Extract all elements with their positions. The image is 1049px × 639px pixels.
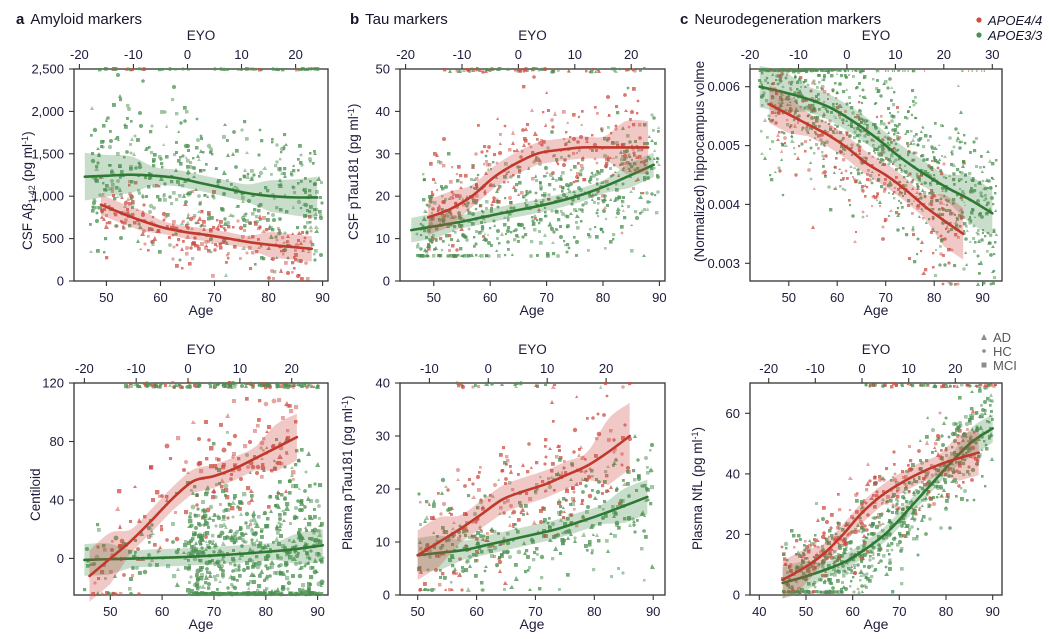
- svg-text:EYO: EYO: [187, 342, 216, 357]
- svg-text:10: 10: [888, 47, 902, 62]
- svg-text:40: 40: [726, 466, 740, 481]
- svg-text:0: 0: [57, 274, 64, 289]
- svg-text:EYO: EYO: [187, 28, 216, 43]
- svg-text:40: 40: [50, 493, 64, 508]
- svg-text:-10: -10: [127, 361, 146, 376]
- svg-text:10: 10: [901, 361, 915, 376]
- svg-text:10: 10: [376, 535, 390, 550]
- svg-text:50: 50: [376, 62, 390, 77]
- svg-text:-10: -10: [124, 47, 143, 62]
- svg-text:0: 0: [515, 47, 522, 62]
- svg-text:60: 60: [469, 604, 483, 619]
- svg-text:30: 30: [985, 47, 999, 62]
- svg-text:40: 40: [376, 104, 390, 119]
- svg-text:2,500: 2,500: [31, 62, 64, 77]
- svg-text:-10: -10: [420, 361, 439, 376]
- svg-text:90: 90: [652, 290, 666, 305]
- svg-text:EYO: EYO: [862, 28, 891, 43]
- svg-text:10: 10: [234, 47, 248, 62]
- svg-text:0.003: 0.003: [707, 256, 740, 271]
- svg-text:0: 0: [383, 588, 390, 603]
- svg-text:80: 80: [261, 290, 275, 305]
- svg-text:-20: -20: [75, 361, 94, 376]
- svg-text:60: 60: [845, 604, 859, 619]
- svg-text:50: 50: [103, 604, 117, 619]
- svg-text:0: 0: [383, 274, 390, 289]
- svg-text:50: 50: [99, 290, 113, 305]
- svg-text:0: 0: [184, 47, 191, 62]
- svg-text:1,500: 1,500: [31, 146, 64, 161]
- svg-text:-10: -10: [453, 47, 472, 62]
- svg-text:70: 70: [207, 290, 221, 305]
- svg-text:20: 20: [376, 189, 390, 204]
- svg-text:90: 90: [975, 290, 989, 305]
- svg-text:10: 10: [376, 231, 390, 246]
- svg-text:60: 60: [830, 290, 844, 305]
- svg-text:0: 0: [485, 361, 492, 376]
- svg-text:30: 30: [376, 146, 390, 161]
- svg-text:20: 20: [948, 361, 962, 376]
- svg-text:EYO: EYO: [518, 342, 547, 357]
- svg-text:40: 40: [752, 604, 766, 619]
- svg-text:30: 30: [376, 429, 390, 444]
- svg-text:50: 50: [427, 290, 441, 305]
- svg-text:500: 500: [42, 231, 64, 246]
- svg-text:80: 80: [50, 434, 64, 449]
- svg-text:70: 70: [528, 604, 542, 619]
- svg-text:1,000: 1,000: [31, 189, 64, 204]
- svg-text:EYO: EYO: [862, 342, 891, 357]
- svg-text:70: 70: [892, 604, 906, 619]
- svg-text:-20: -20: [759, 361, 778, 376]
- svg-text:20: 20: [376, 482, 390, 497]
- svg-text:70: 70: [207, 604, 221, 619]
- svg-text:120: 120: [42, 376, 64, 391]
- svg-text:0.004: 0.004: [707, 197, 740, 212]
- svg-text:20: 20: [937, 47, 951, 62]
- svg-text:0: 0: [733, 588, 740, 603]
- svg-text:60: 60: [726, 406, 740, 421]
- svg-text:50: 50: [410, 604, 424, 619]
- svg-text:60: 60: [153, 290, 167, 305]
- svg-text:20: 20: [284, 361, 298, 376]
- svg-text:80: 80: [927, 290, 941, 305]
- svg-text:0.006: 0.006: [707, 79, 740, 94]
- svg-text:80: 80: [587, 604, 601, 619]
- svg-text:-10: -10: [789, 47, 808, 62]
- svg-text:90: 90: [315, 290, 329, 305]
- svg-text:10: 10: [540, 361, 554, 376]
- svg-text:60: 60: [155, 604, 169, 619]
- svg-text:-20: -20: [741, 47, 760, 62]
- svg-text:40: 40: [376, 376, 390, 391]
- svg-text:EYO: EYO: [518, 28, 547, 43]
- svg-text:0: 0: [57, 551, 64, 566]
- svg-text:20: 20: [624, 47, 638, 62]
- svg-text:-20: -20: [70, 47, 89, 62]
- svg-text:-10: -10: [806, 361, 825, 376]
- svg-text:2,000: 2,000: [31, 104, 64, 119]
- svg-text:0.005: 0.005: [707, 138, 740, 153]
- svg-text:0: 0: [858, 361, 865, 376]
- svg-text:20: 20: [726, 527, 740, 542]
- svg-text:90: 90: [310, 604, 324, 619]
- svg-text:80: 80: [596, 290, 610, 305]
- svg-text:80: 80: [259, 604, 273, 619]
- svg-text:0: 0: [843, 47, 850, 62]
- svg-text:70: 70: [539, 290, 553, 305]
- svg-text:20: 20: [288, 47, 302, 62]
- svg-text:-20: -20: [396, 47, 415, 62]
- svg-text:90: 90: [985, 604, 999, 619]
- svg-text:10: 10: [568, 47, 582, 62]
- svg-text:50: 50: [782, 290, 796, 305]
- svg-text:20: 20: [599, 361, 613, 376]
- svg-text:0: 0: [184, 361, 191, 376]
- svg-text:60: 60: [483, 290, 497, 305]
- svg-text:80: 80: [939, 604, 953, 619]
- svg-text:10: 10: [233, 361, 247, 376]
- svg-text:90: 90: [646, 604, 660, 619]
- svg-text:50: 50: [799, 604, 813, 619]
- svg-text:70: 70: [878, 290, 892, 305]
